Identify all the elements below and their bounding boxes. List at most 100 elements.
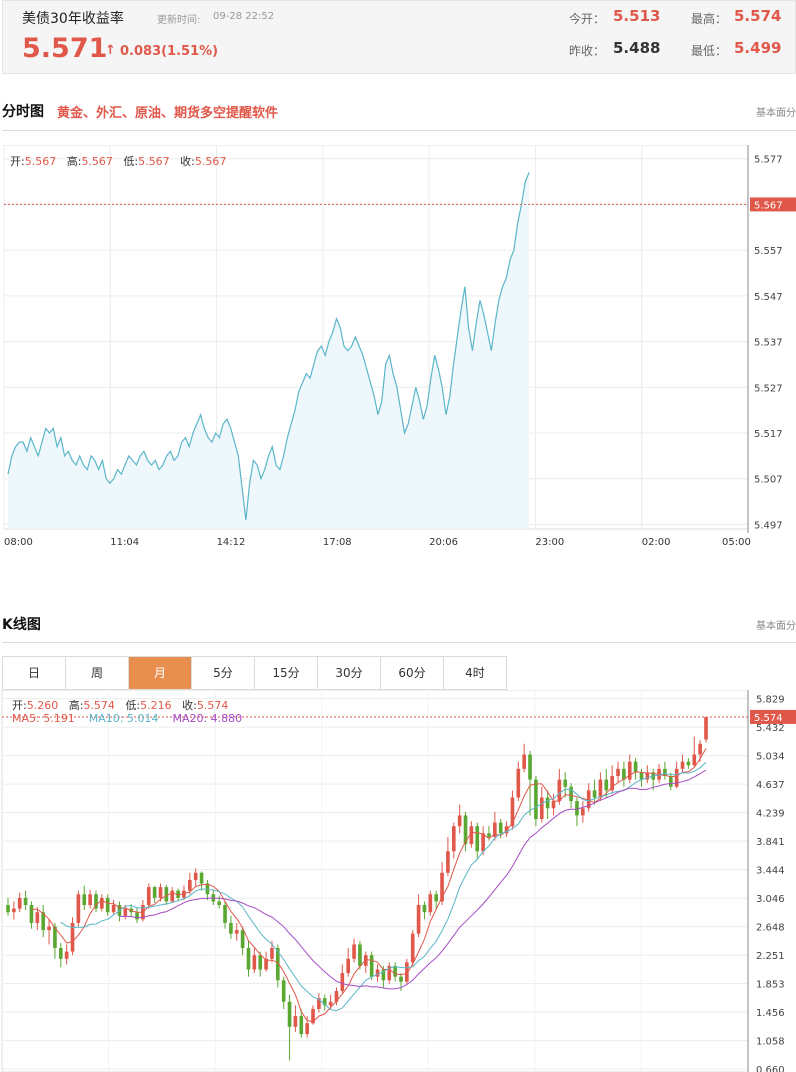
candle-body — [516, 768, 521, 798]
candle-body — [663, 768, 667, 777]
candle-body — [469, 826, 474, 845]
candle-body — [569, 786, 573, 802]
candle-body — [293, 1016, 298, 1027]
x-tick-label: 02:00 — [642, 537, 671, 548]
candle-body — [317, 998, 321, 1009]
candle-body — [53, 926, 57, 949]
kline-y-tick-label: 5.829 — [756, 695, 785, 706]
candle-body — [575, 801, 579, 816]
kline-close-label: 收: — [182, 699, 197, 712]
candle-body — [539, 797, 544, 820]
candle-body — [6, 905, 10, 913]
candle-body — [692, 754, 697, 766]
candle-body — [41, 912, 46, 931]
candle-body — [328, 1001, 333, 1006]
kline-y-tick-label: 1.058 — [756, 1037, 785, 1048]
candle-body — [363, 955, 368, 966]
tab-4[interactable]: 15分 — [255, 657, 318, 690]
intraday-title: 分时图 — [2, 104, 44, 120]
candle-body — [176, 890, 180, 898]
kline-chart: 5.829 5.432 5.034 4.637 4.239 3.841 3.444 3.046… — [1, 690, 796, 1072]
ohlc-open: 5.567 — [24, 155, 57, 168]
y-tick-label: 5.497 — [754, 520, 783, 531]
candle-body — [352, 944, 356, 959]
candle-body — [698, 743, 702, 755]
ohlc-open-label: 开: — [10, 155, 25, 168]
candle-body — [205, 883, 210, 895]
candle-body — [639, 772, 644, 780]
ma20-value: 4.880 — [210, 712, 243, 725]
candle-body — [633, 761, 638, 773]
ma5-line — [31, 748, 707, 1023]
open-value: 5.513 — [613, 7, 661, 25]
candle-body — [217, 901, 221, 906]
tab-0[interactable]: 日 — [3, 657, 66, 690]
candle-body — [82, 894, 87, 906]
low-label: 最低： — [691, 44, 728, 58]
candle-body — [234, 930, 239, 934]
candle-body — [528, 754, 532, 780]
promo-link[interactable]: 黄金、外汇、原油、期货多空提醒软件 — [57, 106, 279, 121]
candle-body — [668, 776, 673, 787]
kline-y-tick-label: 0.660 — [756, 1065, 785, 1072]
tab-5[interactable]: 30分 — [318, 657, 381, 690]
x-tick-label: 05:00 — [722, 537, 751, 548]
candle-body — [23, 897, 28, 906]
x-tick-label: 11:04 — [110, 537, 139, 548]
kline-fundamentals-link[interactable]: 基本面分 — [756, 621, 796, 632]
candle-body — [446, 851, 450, 873]
candle-body — [182, 890, 186, 898]
y-tick-label: 5.507 — [754, 475, 783, 486]
candle-body — [381, 969, 386, 981]
candle-body — [463, 815, 468, 845]
candle-body — [410, 933, 415, 963]
candle-body — [111, 905, 116, 913]
prev-close-value: 5.488 — [613, 39, 661, 57]
tab-6[interactable]: 60分 — [381, 657, 444, 690]
candle-body — [193, 872, 198, 880]
candle-body — [399, 976, 403, 982]
up-arrow-icon: ↑ — [105, 43, 116, 58]
fundamentals-link[interactable]: 基本面分 — [756, 108, 796, 119]
candle-body — [35, 912, 40, 923]
candle-body — [510, 797, 515, 827]
price-change: 0.083(1.51%) — [120, 44, 219, 59]
tab-2[interactable]: 月 — [129, 657, 192, 690]
last-price: 5.571 — [22, 33, 108, 64]
ohlc-close-label: 收: — [180, 155, 195, 168]
candle-body — [498, 822, 503, 834]
candle-body — [545, 797, 550, 809]
candle-body — [188, 879, 192, 891]
kline-current-box — [750, 709, 796, 724]
ohlc-high: 5.567 — [81, 155, 113, 168]
candle-body — [105, 897, 110, 913]
candle-body — [627, 761, 632, 780]
tab-3[interactable]: 5分 — [192, 657, 255, 690]
candle-body — [422, 905, 427, 913]
section-divider — [2, 130, 796, 131]
tab-7[interactable]: 4时 — [444, 657, 507, 690]
candle-body — [58, 948, 63, 959]
candle-body — [340, 973, 345, 992]
candle-body — [88, 894, 92, 906]
ohlc-low: 5.567 — [138, 155, 170, 168]
candle-body — [534, 779, 538, 820]
candle-body — [252, 955, 257, 970]
kline-high: 5.574 — [83, 699, 115, 712]
candle-body — [457, 815, 462, 827]
candle-body — [598, 779, 603, 798]
y-tick-label: 5.527 — [754, 383, 783, 394]
candle-body — [586, 790, 591, 809]
candle-body — [281, 980, 286, 1002]
tab-1[interactable]: 周 — [66, 657, 129, 690]
ma5-value: 5.191 — [43, 712, 75, 725]
candle-body — [475, 826, 480, 852]
kline-low: 5.216 — [140, 699, 172, 712]
candle-body — [622, 768, 626, 780]
kline-y-tick-label: 5.034 — [756, 752, 785, 763]
intraday-ohlc: 开:5.567 高:5.567 低:5.567 收:5.567 — [10, 153, 226, 169]
candle-body — [581, 808, 585, 816]
low-value: 5.499 — [734, 39, 782, 57]
x-tick-label: 08:00 — [4, 537, 33, 548]
